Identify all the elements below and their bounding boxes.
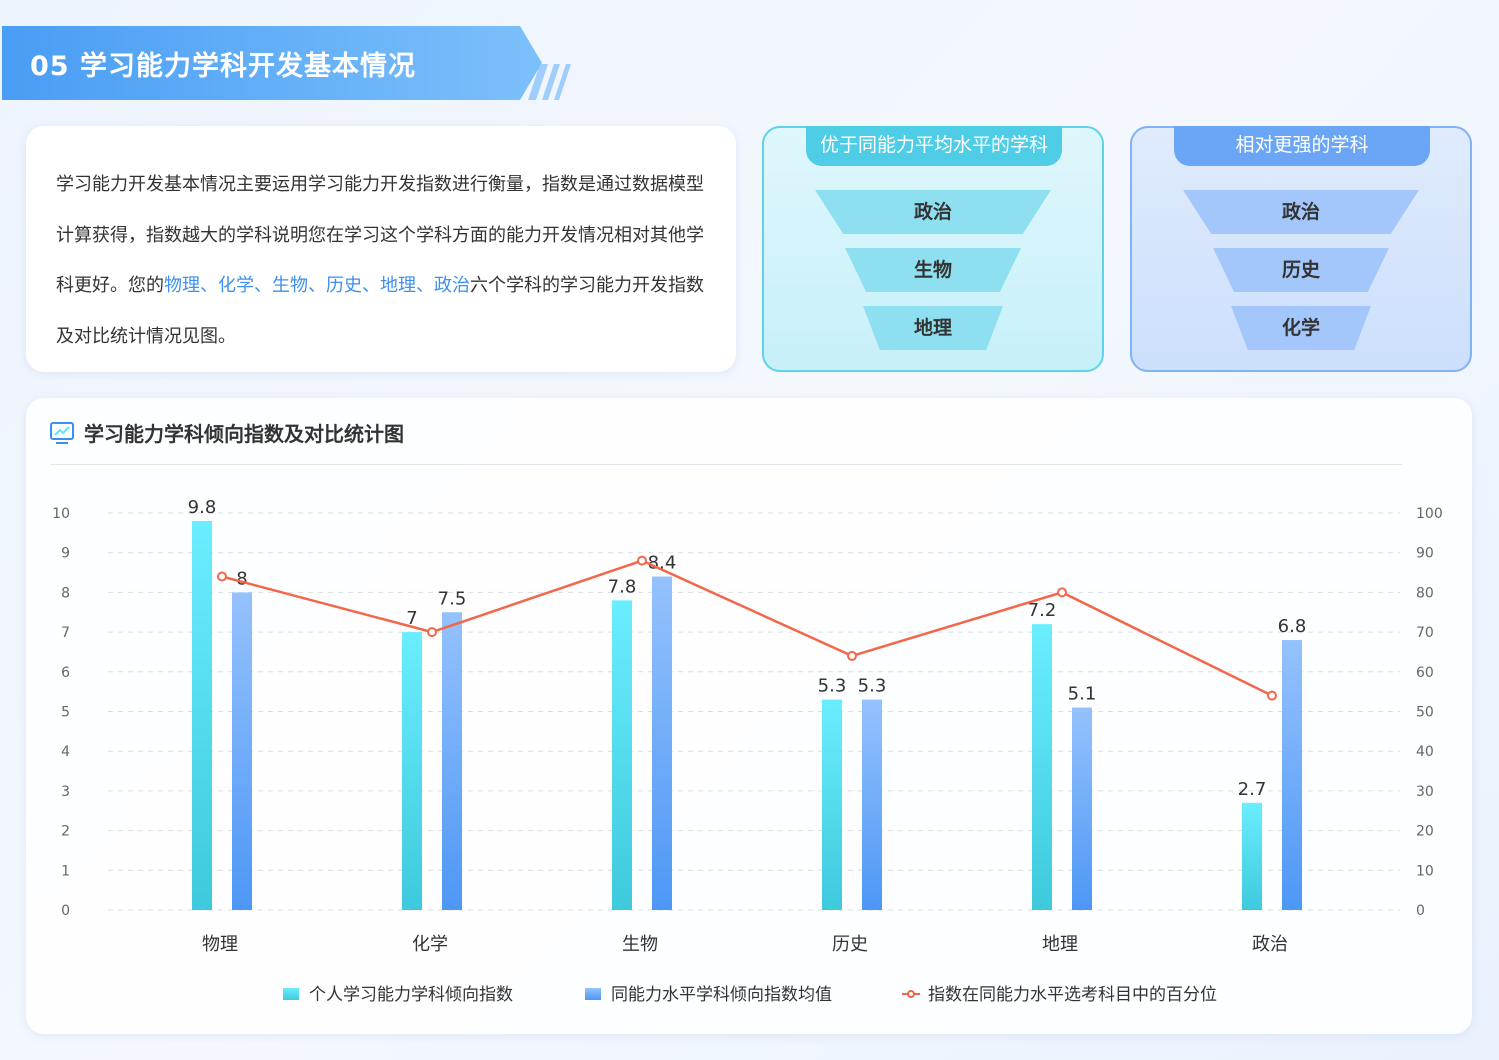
stronger-subjects-card: 相对更强的学科 政治 历史 化学 bbox=[1130, 126, 1472, 372]
bar-data-label: 8.4 bbox=[648, 553, 677, 574]
y-right-tick: 10 bbox=[1416, 863, 1434, 879]
subject-item: 化学 bbox=[1231, 306, 1371, 350]
intro-text: 学习能力开发基本情况主要运用学习能力开发指数进行衡量，指数是通过数据模型计算获得… bbox=[56, 174, 704, 347]
bar-data-label: 7 bbox=[406, 608, 417, 629]
y-right-tick: 30 bbox=[1416, 784, 1434, 800]
bar-data-label: 6.8 bbox=[1278, 616, 1307, 637]
chart-icon bbox=[50, 422, 74, 444]
y-right-tick: 80 bbox=[1416, 585, 1434, 601]
bar-data-label: 5.3 bbox=[858, 676, 887, 697]
y-left-tick: 0 bbox=[61, 903, 70, 919]
bar-data-label: 8 bbox=[236, 568, 247, 589]
average-bar bbox=[862, 699, 882, 910]
y-right-tick: 60 bbox=[1416, 665, 1434, 681]
personal-bar bbox=[1032, 624, 1052, 910]
legend-label: 同能力水平学科倾向指数均值 bbox=[611, 985, 832, 1005]
y-left-tick: 3 bbox=[61, 784, 70, 800]
bar-data-label: 5.1 bbox=[1068, 684, 1097, 705]
average-bar bbox=[652, 576, 672, 910]
y-right-tick: 40 bbox=[1416, 744, 1434, 760]
divider bbox=[50, 464, 1402, 465]
bar-data-label: 5.3 bbox=[818, 676, 847, 697]
x-tick-label: 历史 bbox=[832, 934, 868, 955]
x-tick-label: 地理 bbox=[1042, 934, 1078, 955]
y-right-tick: 50 bbox=[1416, 705, 1434, 721]
bar-data-label: 2.7 bbox=[1238, 779, 1267, 800]
personal-bar bbox=[1242, 802, 1262, 910]
y-left-tick: 5 bbox=[61, 705, 70, 721]
y-right-tick: 0 bbox=[1416, 903, 1425, 919]
subject-item: 政治 bbox=[815, 190, 1051, 234]
y-right-tick: 70 bbox=[1416, 625, 1434, 641]
average-bar bbox=[442, 612, 462, 910]
y-right-tick: 100 bbox=[1416, 506, 1443, 522]
intro-panel: 学习能力开发基本情况主要运用学习能力开发指数进行衡量，指数是通过数据模型计算获得… bbox=[26, 126, 736, 372]
percentile-point bbox=[1057, 587, 1067, 598]
subject-item: 历史 bbox=[1213, 248, 1389, 292]
y-left-tick: 9 bbox=[61, 546, 70, 562]
y-right-tick: 90 bbox=[1416, 546, 1434, 562]
above-average-card: 优于同能力平均水平的学科 政治 生物 地理 bbox=[762, 126, 1104, 372]
chart-panel: 学习能力学科倾向指数及对比统计图 bbox=[26, 398, 1472, 1034]
bar-data-label: 7.8 bbox=[608, 576, 637, 597]
y-left-tick: 7 bbox=[61, 625, 70, 641]
section-banner: 05 学习能力学科开发基本情况 bbox=[2, 26, 542, 100]
legend-swatch bbox=[585, 988, 601, 1000]
personal-bar bbox=[402, 632, 422, 910]
percentile-point bbox=[427, 627, 437, 638]
y-left-tick: 1 bbox=[61, 863, 70, 879]
x-tick-label: 生物 bbox=[622, 934, 658, 955]
subject-item: 地理 bbox=[863, 306, 1003, 350]
subjects-highlight: 物理、化学、生物、历史、地理、政治 bbox=[164, 275, 470, 296]
percentile-point bbox=[847, 650, 857, 661]
legend-marker bbox=[907, 990, 915, 998]
y-left-tick: 6 bbox=[61, 665, 70, 681]
y-left-tick: 10 bbox=[52, 506, 70, 522]
personal-bar bbox=[822, 699, 842, 910]
average-bar bbox=[1282, 640, 1302, 910]
banner-stripes-decoration bbox=[528, 64, 571, 100]
percentile-point bbox=[637, 555, 647, 566]
chart-title: 学习能力学科倾向指数及对比统计图 bbox=[84, 422, 404, 446]
percentile-point bbox=[1267, 690, 1277, 701]
card-title: 相对更强的学科 bbox=[1174, 126, 1430, 166]
percentile-line bbox=[221, 559, 1273, 697]
bar-data-label: 7.2 bbox=[1028, 600, 1057, 621]
personal-bar bbox=[192, 520, 212, 910]
x-tick-label: 政治 bbox=[1252, 934, 1288, 955]
bar-data-label: 7.5 bbox=[438, 588, 467, 609]
card-title: 优于同能力平均水平的学科 bbox=[806, 126, 1062, 166]
average-bar bbox=[1072, 707, 1092, 910]
legend-label: 指数在同能力水平选考科目中的百分位 bbox=[928, 985, 1217, 1005]
subject-item: 生物 bbox=[845, 248, 1021, 292]
x-tick-label: 化学 bbox=[412, 934, 448, 955]
subject-item: 政治 bbox=[1183, 190, 1419, 234]
section-title: 05 学习能力学科开发基本情况 bbox=[30, 51, 416, 82]
personal-bar bbox=[612, 600, 632, 910]
y-left-tick: 2 bbox=[61, 824, 70, 840]
average-bar bbox=[232, 592, 252, 910]
y-right-tick: 20 bbox=[1416, 824, 1434, 840]
bar-data-label: 9.8 bbox=[188, 497, 217, 518]
y-left-tick: 4 bbox=[61, 744, 70, 760]
percentile-point bbox=[217, 571, 227, 582]
legend-swatch bbox=[283, 988, 299, 1000]
y-left-tick: 8 bbox=[61, 585, 70, 601]
x-tick-label: 物理 bbox=[202, 934, 238, 955]
legend-label: 个人学习能力学科倾向指数 bbox=[309, 985, 513, 1005]
